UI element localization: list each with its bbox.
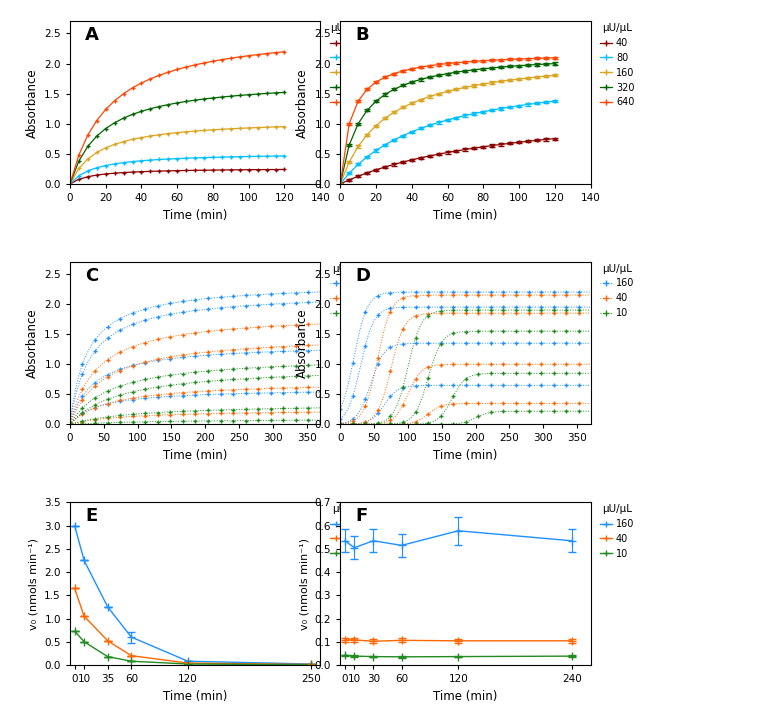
Legend: 640, 320, 160: 640, 320, 160	[330, 264, 364, 318]
Legend: 40, 80, 160, 320, 640: 40, 80, 160, 320, 640	[330, 23, 364, 107]
Y-axis label: Absorbance: Absorbance	[296, 68, 309, 137]
X-axis label: Time (min): Time (min)	[163, 209, 227, 222]
Legend: 640, 320, 160: 640, 320, 160	[330, 504, 364, 558]
Y-axis label: Absorbance: Absorbance	[26, 68, 39, 137]
X-axis label: Time (min): Time (min)	[434, 209, 497, 222]
Y-axis label: Absorbance: Absorbance	[296, 308, 309, 378]
Text: F: F	[355, 508, 368, 526]
X-axis label: Time (min): Time (min)	[434, 689, 497, 703]
X-axis label: Time (min): Time (min)	[163, 449, 227, 462]
Y-axis label: v₀ (nmols min⁻¹): v₀ (nmols min⁻¹)	[299, 538, 309, 630]
Legend: 160, 40, 10: 160, 40, 10	[601, 504, 634, 558]
Text: E: E	[85, 508, 97, 526]
Legend: 40, 80, 160, 320, 640: 40, 80, 160, 320, 640	[601, 23, 635, 107]
Legend: 160, 40, 10: 160, 40, 10	[601, 264, 634, 318]
Text: A: A	[85, 26, 99, 44]
Y-axis label: Absorbance: Absorbance	[26, 308, 39, 378]
Text: B: B	[355, 26, 369, 44]
Text: D: D	[355, 267, 371, 285]
X-axis label: Time (min): Time (min)	[163, 689, 227, 703]
Y-axis label: v₀ (nmols min⁻¹): v₀ (nmols min⁻¹)	[29, 538, 39, 630]
Text: C: C	[85, 267, 98, 285]
X-axis label: Time (min): Time (min)	[434, 449, 497, 462]
